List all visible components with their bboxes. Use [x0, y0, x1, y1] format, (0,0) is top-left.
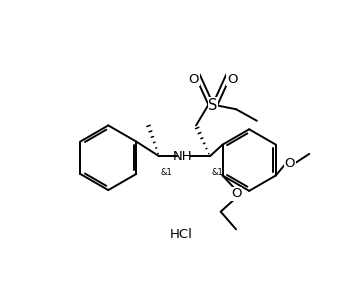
- Text: &1: &1: [211, 168, 223, 177]
- Text: O: O: [227, 73, 238, 86]
- Text: NH: NH: [173, 150, 193, 163]
- Text: &1: &1: [161, 168, 172, 177]
- Text: O: O: [231, 187, 241, 200]
- Text: S: S: [208, 98, 218, 113]
- Text: O: O: [188, 73, 199, 86]
- Text: O: O: [285, 158, 295, 170]
- Text: HCl: HCl: [170, 228, 193, 241]
